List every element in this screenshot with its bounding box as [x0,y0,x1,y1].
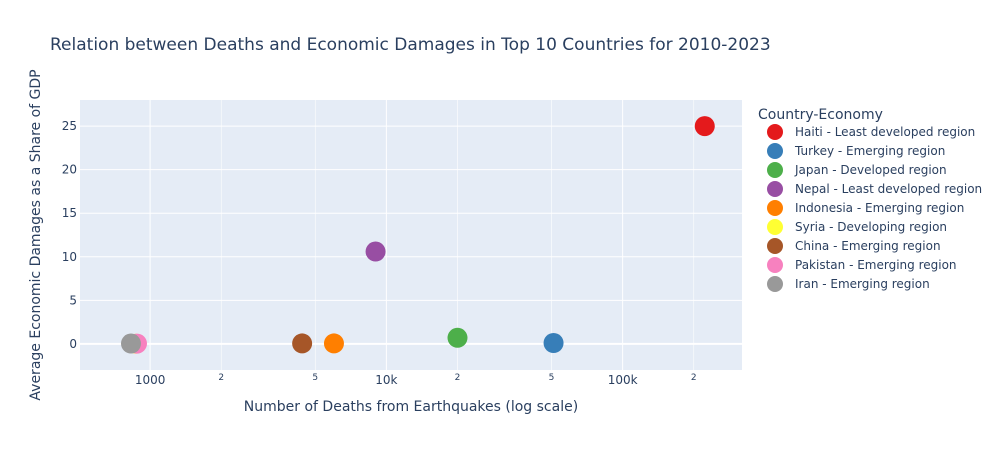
legend-marker [767,238,783,254]
legend-label: Haiti - Least developed region [795,125,975,139]
legend-marker [767,143,783,159]
x-tick-label: 10k [375,373,397,387]
y-tick-label: 20 [62,163,77,177]
y-tick-label: 25 [62,119,77,133]
data-point[interactable] [323,333,344,354]
legend[interactable]: Haiti - Least developed region Turkey - E… [767,124,982,292]
legend-label: Turkey - Emerging region [794,144,945,158]
legend-label: Japan - Developed region [794,163,947,177]
legend-label: Syria - Developing region [795,220,947,234]
legend-item[interactable]: Iran - Emerging region [767,276,930,292]
legend-item[interactable]: Nepal - Least developed region [767,181,982,197]
legend-marker [767,124,783,140]
data-point[interactable] [120,333,141,354]
y-tick-label: 15 [62,206,77,220]
x-tick-label: 100k [608,373,638,387]
data-point[interactable] [365,241,386,262]
y-tick-label: 0 [69,337,77,351]
y-axis-title: Average Economic Damages as a Share of G… [28,69,44,400]
legend-marker [767,162,783,178]
y-tick-label: 5 [69,293,77,307]
x-axis-title: Number of Deaths from Earthquakes (log s… [244,399,578,415]
data-points [120,116,715,354]
data-point[interactable] [447,327,468,348]
x-tick-label: 2 [691,373,697,383]
legend-item[interactable]: Syria - Developing region [767,219,947,235]
x-tick-label: 2 [218,373,224,383]
legend-item[interactable]: Pakistan - Emerging region [767,257,957,273]
legend-label: Iran - Emerging region [795,277,930,291]
legend-marker [767,181,783,197]
legend-item[interactable]: Turkey - Emerging region [767,143,945,159]
legend-item[interactable]: Indonesia - Emerging region [767,200,964,216]
x-tick-label: 5 [549,373,555,383]
legend-marker [767,200,783,216]
x-tick-label: 2 [455,373,461,383]
legend-item[interactable]: Haiti - Least developed region [767,124,975,140]
legend-marker [767,257,783,273]
data-point[interactable] [543,333,564,353]
legend-marker [767,276,783,292]
data-point[interactable] [292,333,313,354]
x-tick-label: 1000 [135,373,166,387]
data-point[interactable] [694,116,715,137]
grid [80,100,742,370]
legend-title: Country-Economy [758,107,883,123]
x-tick-label: 5 [312,373,318,383]
legend-label: Pakistan - Emerging region [795,258,957,272]
legend-label: China - Emerging region [795,239,941,253]
plot-area [80,100,742,370]
legend-item[interactable]: Japan - Developed region [767,162,947,178]
legend-marker [767,219,783,235]
legend-label: Indonesia - Emerging region [795,201,964,215]
legend-item[interactable]: China - Emerging region [767,238,941,254]
legend-label: Nepal - Least developed region [795,182,982,196]
y-tick-label: 10 [62,250,77,264]
chart-title: Relation between Deaths and Economic Dam… [50,35,771,55]
